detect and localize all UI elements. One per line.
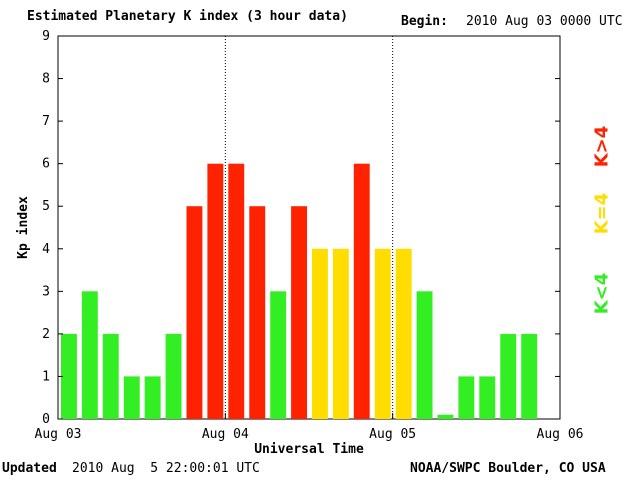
kp-bar — [437, 414, 454, 419]
x-axis-title: Universal Time — [254, 442, 364, 457]
y-tick-label: 1 — [42, 369, 50, 384]
y-tick-label: 4 — [42, 242, 50, 257]
kp-bar — [186, 206, 203, 419]
kp-bar — [270, 291, 287, 419]
legend-storm: K>4 — [590, 116, 614, 176]
legend-low: K<4 — [590, 263, 614, 323]
y-axis-title: Kp index — [16, 196, 31, 259]
y-tick-label: 3 — [42, 284, 50, 299]
kp-bar — [102, 333, 119, 419]
kp-bar — [479, 376, 496, 419]
kp-bar — [61, 333, 77, 419]
legend-storm-label: K>4 — [591, 125, 613, 167]
updated-label: Updated — [2, 461, 57, 476]
kp-bar — [521, 333, 538, 419]
plot-frame — [57, 35, 561, 420]
kp-bar — [312, 248, 328, 419]
x-tick-label: Aug 03 — [35, 427, 82, 442]
kp-bar — [207, 163, 224, 419]
kp-bar — [332, 248, 349, 419]
begin-value: 2010 Aug 03 0000 UTC — [466, 14, 623, 29]
kp-bar — [353, 163, 370, 419]
legend-threshold-label: K=4 — [591, 192, 613, 234]
updated-value: 2010 Aug 5 22:00:01 UTC — [72, 461, 260, 476]
kp-bar — [395, 248, 412, 419]
x-tick-label: Aug 05 — [369, 427, 416, 442]
begin-label: Begin: — [401, 14, 448, 29]
kp-bar — [249, 206, 266, 419]
kp-bar — [500, 333, 517, 419]
y-tick-label: 8 — [42, 72, 50, 87]
x-tick-label: Aug 04 — [202, 427, 249, 442]
credit-label: NOAA/SWPC Boulder, CO USA — [410, 461, 606, 476]
kp-bar — [374, 248, 391, 419]
legend-threshold: K=4 — [590, 183, 614, 243]
kp-bar — [123, 376, 140, 419]
kp-bar — [144, 376, 161, 419]
kp-bar — [416, 291, 433, 419]
kp-bar — [165, 333, 182, 419]
y-tick-label: 0 — [42, 412, 50, 427]
kp-bar — [81, 291, 98, 419]
kp-bar — [291, 206, 307, 419]
chart-title: Estimated Planetary K index (3 hour data… — [27, 9, 348, 24]
y-tick-label: 7 — [42, 114, 50, 129]
y-tick-label: 6 — [42, 157, 50, 172]
kp-bar — [228, 163, 245, 419]
y-tick-label: 5 — [42, 199, 50, 214]
kp-bar — [458, 376, 475, 419]
legend-low-label: K<4 — [591, 272, 613, 314]
x-tick-label: Aug 06 — [537, 427, 584, 442]
y-tick-label: 9 — [42, 29, 50, 44]
y-tick-label: 2 — [42, 327, 50, 342]
